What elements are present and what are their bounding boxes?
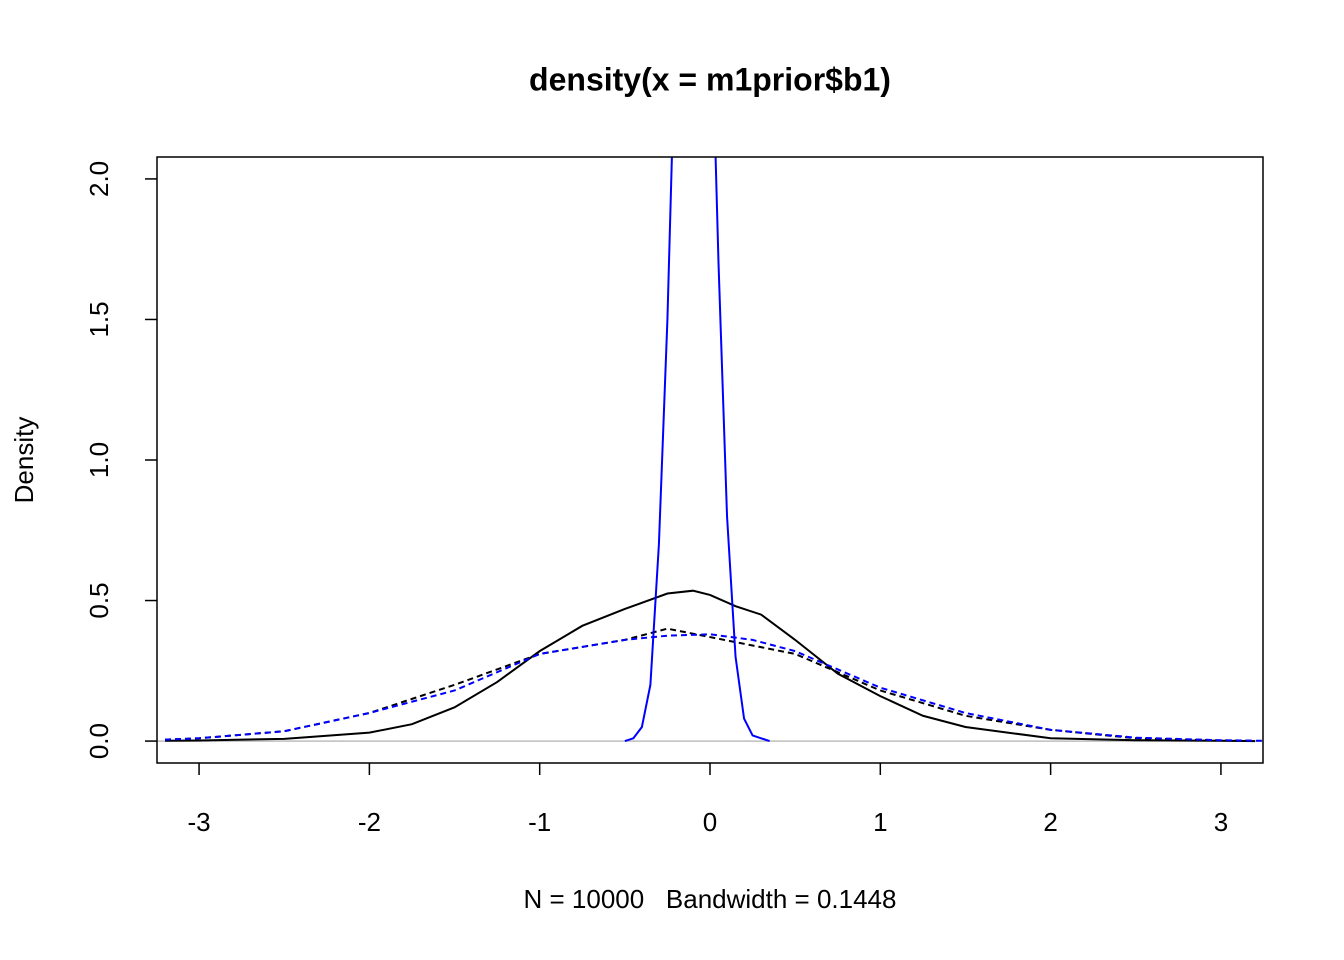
x-tick-label: 0: [703, 807, 717, 837]
x-tick-label: 3: [1214, 807, 1228, 837]
x-tick-label: -3: [188, 807, 211, 837]
x-tick-label: -2: [358, 807, 381, 837]
y-tick-label: 1.5: [84, 301, 114, 337]
density-line: [164, 633, 1263, 742]
chart-title: density(x = m1prior$b1): [529, 61, 891, 97]
density-line: [164, 627, 1256, 742]
x-tick-label: 2: [1043, 807, 1057, 837]
density-line: [164, 589, 1256, 743]
y-tick-label: 0.0: [84, 723, 114, 759]
x-tick-label: 1: [873, 807, 887, 837]
y-tick-label: 1.0: [84, 442, 114, 478]
y-tick-label: 0.5: [84, 582, 114, 618]
density-line: [624, 157, 770, 743]
plot-area: [157, 157, 1263, 743]
y-axis-label: Density: [9, 417, 39, 504]
x-tick-label: -1: [528, 807, 551, 837]
x-axis-label: N = 10000 Bandwidth = 0.1448: [524, 884, 897, 914]
y-tick-label: 2.0: [84, 161, 114, 197]
plot-frame: [156, 156, 1264, 764]
